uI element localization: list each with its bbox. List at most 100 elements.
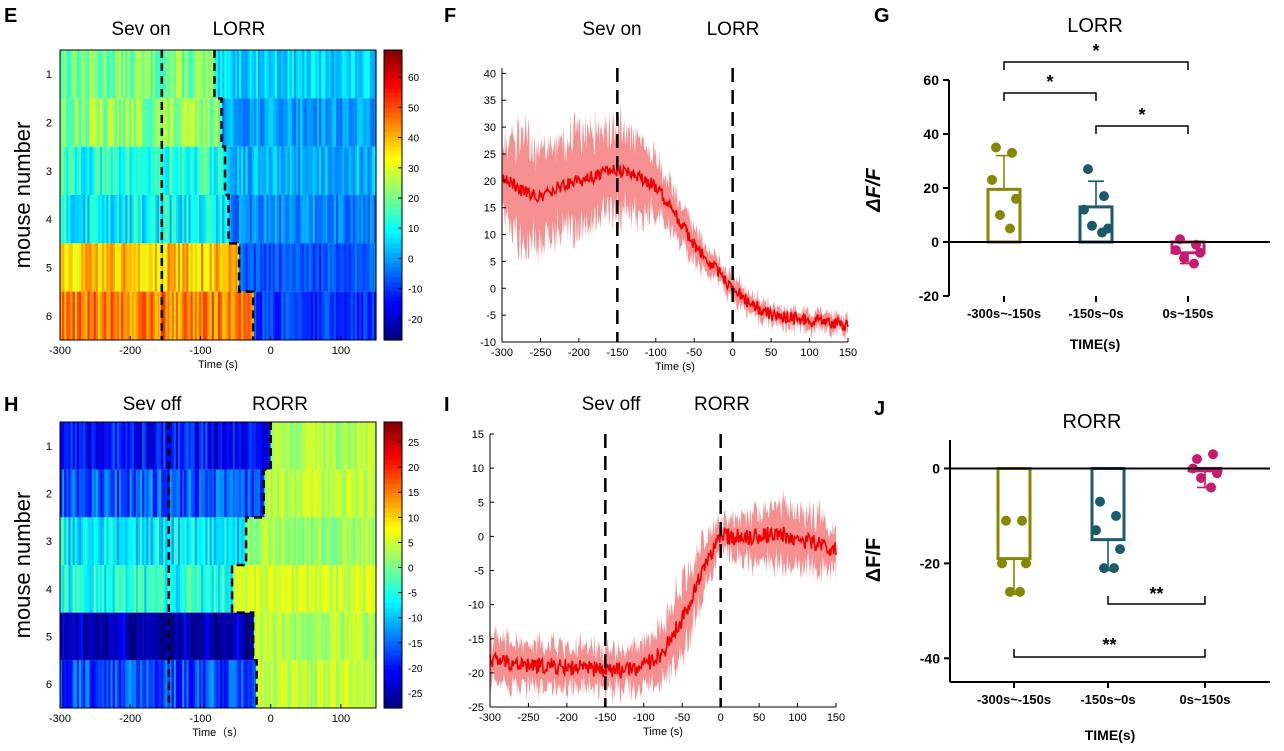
- x-tick-label: -100: [189, 345, 211, 357]
- heatmap-cell: [156, 291, 160, 340]
- heatmap-cell: [163, 291, 166, 340]
- heatmap-cell: [133, 660, 137, 708]
- heatmap-cell: [91, 195, 95, 244]
- heatmap-cell: [116, 50, 120, 99]
- heatmap-cell: [327, 612, 331, 661]
- heatmap-cell: [258, 469, 261, 518]
- significance-label: **: [1149, 584, 1163, 604]
- heatmap-cell: [365, 98, 369, 147]
- heatmap-cell: [276, 243, 280, 292]
- heatmap-cell: [365, 517, 369, 565]
- heatmap-cell: [60, 243, 63, 292]
- heatmap-cell: [215, 612, 219, 661]
- x-tick-label: 100: [800, 347, 818, 359]
- heatmap-cell: [226, 517, 230, 565]
- heatmap-cell: [146, 291, 150, 340]
- colorbar-cell: [384, 108, 402, 114]
- heatmap-cell: [329, 195, 333, 244]
- heatmap-cell: [125, 291, 129, 340]
- heatmap-cell: [70, 660, 74, 708]
- heatmap-cell: [331, 660, 335, 708]
- heatmap-cell: [167, 146, 171, 195]
- heatmap-cell: [209, 98, 213, 147]
- heatmap-cell: [348, 146, 352, 195]
- heatmap-cell: [112, 517, 116, 565]
- heatmap-cell: [118, 422, 122, 470]
- heatmap-cell: [352, 291, 356, 340]
- y-tick-label: -10: [480, 337, 496, 349]
- colorbar-tick-label: -20: [408, 664, 423, 675]
- heatmap-cell: [154, 243, 158, 292]
- heatmap-cell: [194, 146, 198, 195]
- heatmap-cell: [344, 146, 348, 195]
- colorbar-cell: [384, 569, 402, 576]
- heatmap-cell: [146, 50, 150, 99]
- heatmap-cell: [268, 291, 272, 340]
- heatmap-cell: [281, 612, 284, 661]
- heatmap-cell: [81, 422, 84, 470]
- heatmap-cell: [177, 195, 181, 244]
- heatmap-cell: [215, 98, 219, 147]
- colorbar-cell: [384, 277, 402, 283]
- heatmap-cell: [283, 422, 287, 470]
- heatmap-cell: [215, 422, 219, 470]
- heatmap-cell: [167, 195, 171, 244]
- heatmap-cell: [190, 243, 194, 292]
- heatmap-cell: [331, 469, 335, 518]
- heatmap-cell: [264, 195, 268, 244]
- heatmap-cell: [274, 146, 278, 195]
- heatmap-cell: [262, 98, 265, 147]
- heatmap-cell: [317, 291, 320, 340]
- colorbar-tick-label: 10: [408, 513, 420, 524]
- heatmap-cell: [333, 469, 337, 518]
- heatmap-cell: [314, 565, 318, 613]
- colorbar-cell: [384, 238, 402, 244]
- heatmap-cell: [312, 612, 316, 661]
- heatmap-cell: [312, 517, 316, 565]
- heatmap-cell: [135, 612, 139, 661]
- colorbar-cell: [384, 674, 402, 680]
- heatmap-cell: [365, 612, 369, 661]
- heatmap-cell: [169, 422, 173, 470]
- heatmap-cell: [207, 422, 211, 470]
- heatmap-cell: [163, 98, 166, 147]
- heatmap-cell: [346, 291, 350, 340]
- heatmap-cell: [60, 50, 63, 99]
- y-tick-label: -20: [468, 668, 484, 680]
- heatmap-cell: [319, 98, 322, 147]
- colorbar-cell: [384, 507, 402, 514]
- heatmap-cell: [241, 565, 244, 613]
- heatmap-cell: [338, 146, 341, 195]
- mean-trace: [501, 163, 849, 332]
- heatmap-cell: [247, 98, 251, 147]
- colorbar-cell: [384, 224, 402, 230]
- heatmap-cell: [327, 243, 331, 292]
- data-point: [1097, 227, 1107, 238]
- heatmap-cell: [306, 612, 310, 661]
- heatmap-cell: [199, 98, 202, 147]
- heatmap-cell: [329, 50, 333, 99]
- heatmap-cell: [220, 50, 223, 99]
- heatmap-cell: [346, 517, 350, 565]
- heatmap-cell: [209, 660, 213, 708]
- heatmap-cell: [357, 517, 360, 565]
- heatmap-cell: [218, 50, 221, 99]
- heatmap-cell: [203, 195, 206, 244]
- heatmap-cell: [213, 98, 217, 147]
- heatmap-cell: [112, 565, 116, 613]
- heatmap-cell: [321, 243, 324, 292]
- heatmap-cell: [148, 469, 152, 518]
- heatmap-cell: [359, 517, 362, 565]
- heatmap-cell: [317, 660, 320, 708]
- heatmap-cell: [173, 146, 177, 195]
- x-axis-label: Time (s): [643, 726, 683, 738]
- heatmap-cell: [228, 660, 232, 708]
- colorbar-cell: [384, 267, 402, 273]
- row-tick-label: 4: [46, 214, 52, 226]
- heatmap-cell: [177, 469, 181, 518]
- heatmap-cell: [371, 660, 375, 708]
- heatmap-cell: [169, 660, 173, 708]
- heatmap-cell: [102, 146, 105, 195]
- data-point: [1115, 544, 1125, 555]
- heatmap-cell: [298, 291, 301, 340]
